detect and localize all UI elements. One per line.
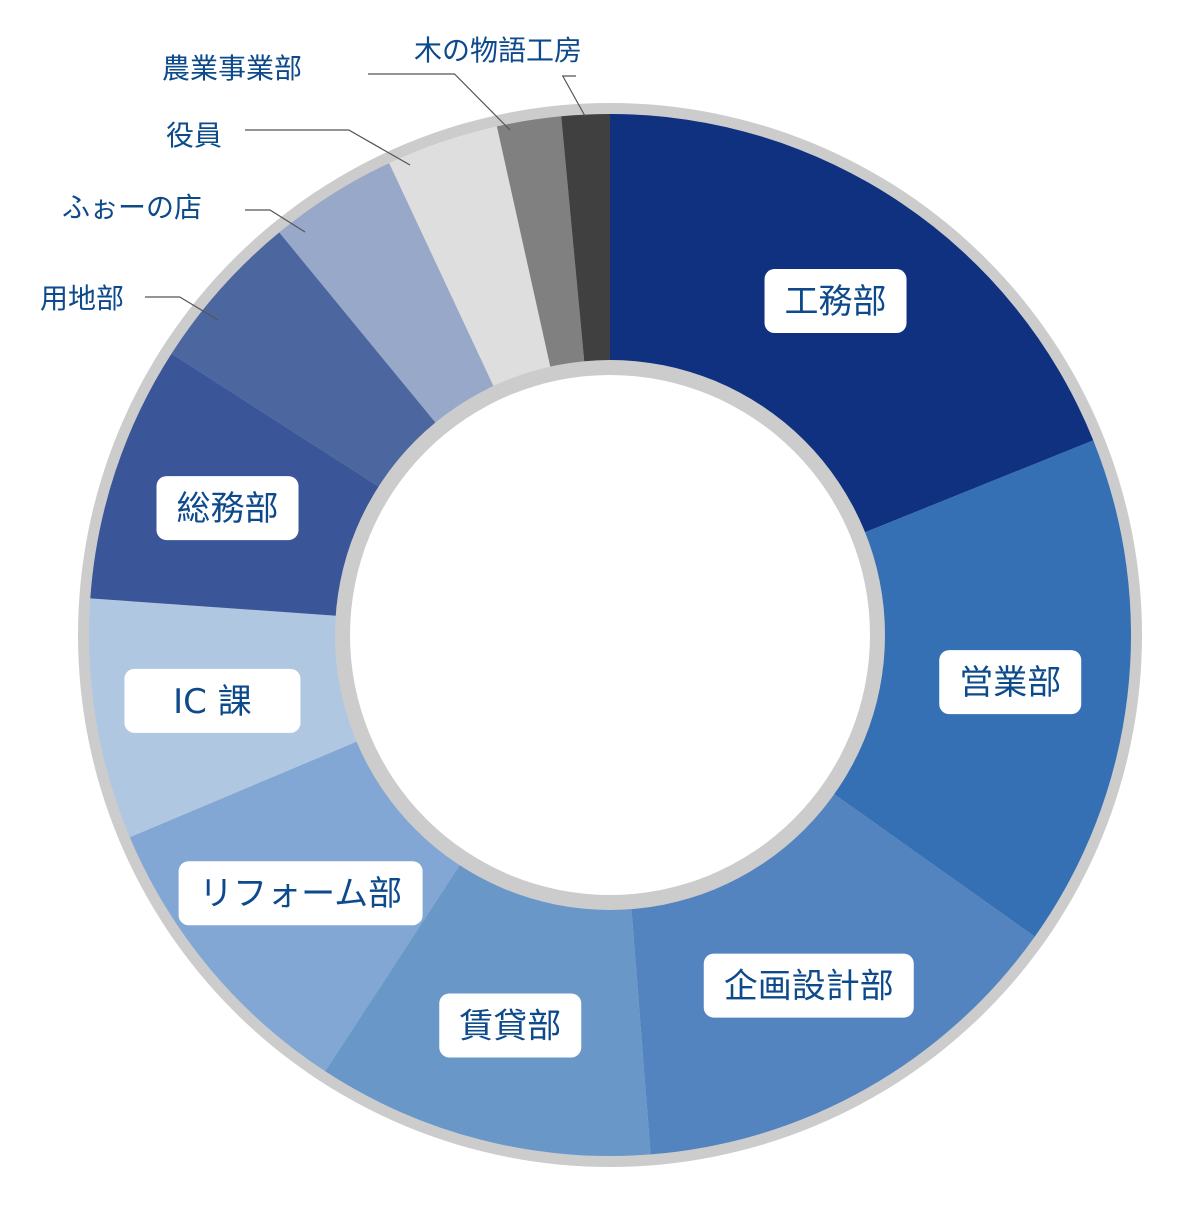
slice-label-text-2: 企画設計部 (724, 967, 894, 1007)
slice-label-text-0: 工務部 (785, 282, 887, 322)
slice-label-text-6: 総務部 (177, 489, 279, 529)
leader-line-8 (245, 209, 306, 233)
slice-11 (561, 114, 610, 375)
slice-label-box-4 (178, 861, 423, 926)
donut-hole (350, 375, 870, 895)
slice-label-text-1: 営業部 (959, 663, 1061, 703)
slice-label-text-9: 役員 (166, 119, 222, 152)
slice-label-text-3: 賃貸部 (459, 1006, 561, 1046)
slice-label-box-3 (439, 993, 582, 1058)
slice-10 (496, 116, 586, 380)
slice-label-9: 役員 (166, 119, 222, 152)
slice-label-box-0 (764, 269, 907, 334)
leader-line-10 (368, 73, 511, 131)
slice-label-2: 企画設計部 (703, 953, 914, 1018)
slice-label-7: 用地部 (40, 282, 124, 315)
slice-label-6: 総務部 (156, 476, 299, 541)
slice-label-text-10: 農業事業部 (162, 52, 302, 85)
slice-label-5: IC 課 (124, 668, 301, 733)
slice-label-text-8: ふぉーの店 (62, 191, 202, 224)
slice-label-0: 工務部 (764, 269, 907, 334)
slice-label-4: リフォーム部 (178, 861, 423, 926)
slice-label-box-6 (156, 476, 299, 541)
slice-label-text-7: 用地部 (40, 282, 124, 315)
slice-label-11: 木の物語工房 (414, 34, 582, 67)
slice-9 (389, 126, 554, 398)
slice-label-text-4: リフォーム部 (199, 874, 402, 914)
slice-label-10: 農業事業部 (162, 52, 302, 85)
slice-label-1: 営業部 (939, 650, 1082, 715)
slice-label-8: ふぉーの店 (62, 191, 202, 224)
slice-label-text-5: IC 課 (173, 682, 252, 722)
slice-8 (279, 163, 499, 433)
slice-label-box-1 (939, 650, 1082, 715)
slice-label-3: 賃貸部 (439, 993, 582, 1058)
leader-line-7 (145, 296, 219, 321)
slice-label-box-5 (124, 668, 301, 733)
leader-line-9 (245, 129, 411, 166)
leader-line-11 (561, 75, 586, 117)
slice-label-box-2 (703, 953, 914, 1018)
slice-7 (171, 232, 444, 494)
slice-label-text-11: 木の物語工房 (414, 34, 582, 67)
